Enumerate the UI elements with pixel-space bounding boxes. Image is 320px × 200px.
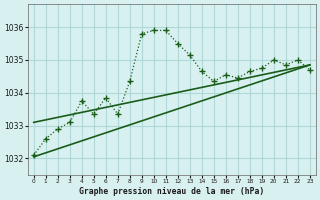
X-axis label: Graphe pression niveau de la mer (hPa): Graphe pression niveau de la mer (hPa) bbox=[79, 187, 264, 196]
